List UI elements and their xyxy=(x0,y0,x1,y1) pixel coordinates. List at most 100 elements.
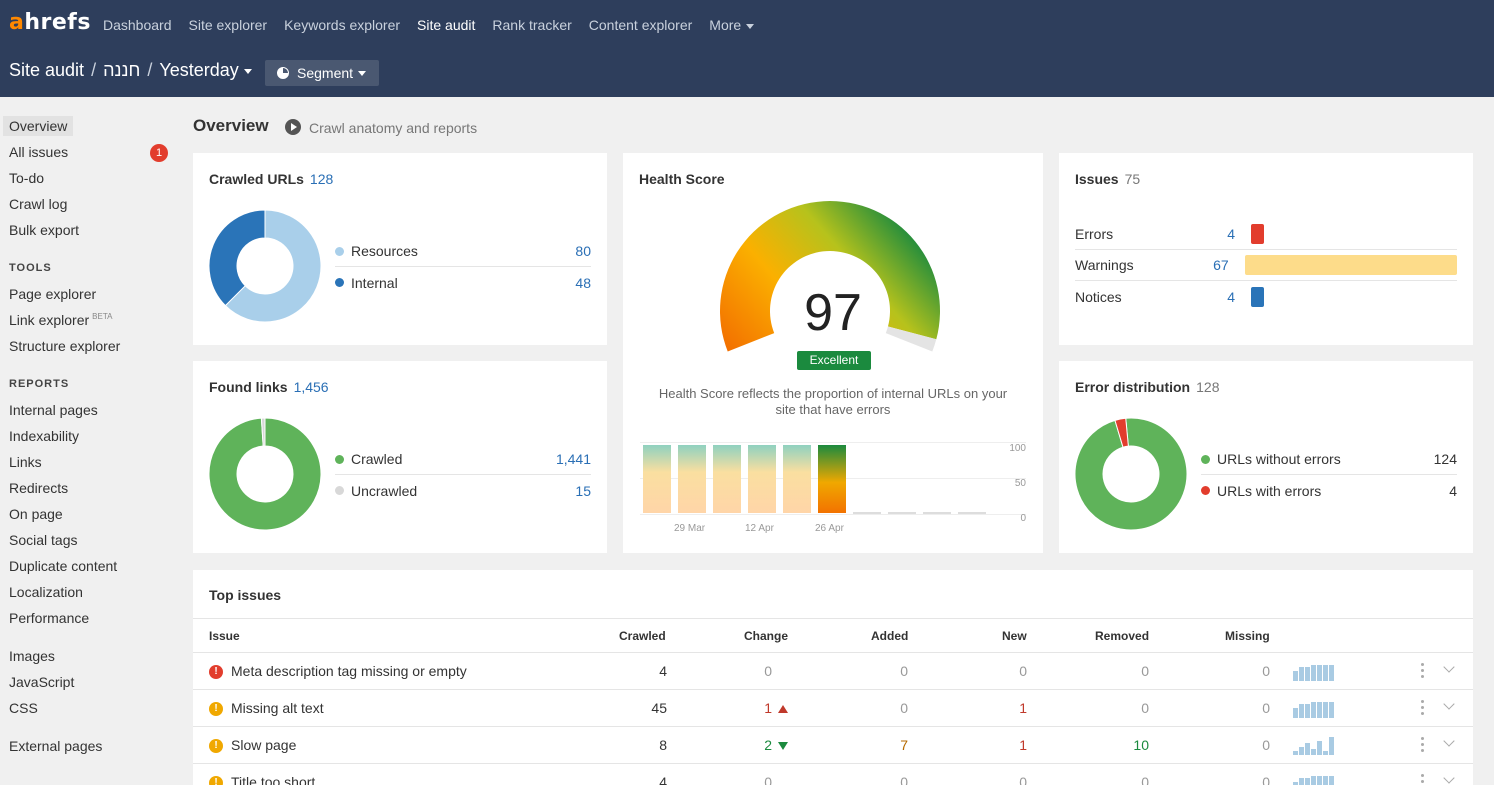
error-distribution-slice[interactable] xyxy=(1114,418,1129,448)
legend-row-urls-without-errors[interactable]: URLs without errors 124 xyxy=(1201,444,1457,475)
table-row[interactable]: ! Slow page 8 2 7 1 10 0 xyxy=(193,727,1473,764)
trend-sparkline xyxy=(1293,772,1353,785)
nav-keywords-explorer[interactable]: Keywords explorer xyxy=(284,17,401,33)
crawl-anatomy-link[interactable]: Crawl anatomy and reports xyxy=(309,120,478,136)
chevron-down-icon[interactable] xyxy=(1443,772,1455,784)
chevron-down-icon[interactable] xyxy=(1443,735,1455,747)
more-options-icon[interactable] xyxy=(1421,774,1425,785)
cell-added[interactable]: 7 xyxy=(900,737,908,753)
breadcrumb-project[interactable]: חננה xyxy=(103,60,141,80)
health-score-description: Health Score reflects the proportion of … xyxy=(658,386,1008,417)
issues-count-badge: 1 xyxy=(150,144,168,162)
column-header-new[interactable]: New xyxy=(1002,629,1027,643)
sidebar-item-images[interactable]: Images xyxy=(9,648,55,664)
nav-dashboard[interactable]: Dashboard xyxy=(103,17,172,33)
nav-more[interactable]: More xyxy=(709,17,755,33)
history-bar-current[interactable] xyxy=(818,445,846,513)
issues-row-notices[interactable]: Notices 4 xyxy=(1075,281,1457,312)
column-header-missing[interactable]: Missing xyxy=(1225,629,1270,643)
history-bar[interactable] xyxy=(783,445,811,513)
cell-missing: 0 xyxy=(1262,700,1270,716)
found-links-slice[interactable] xyxy=(209,418,321,530)
sidebar-item-social-tags[interactable]: Social tags xyxy=(9,532,78,548)
history-bar[interactable] xyxy=(748,445,776,513)
cell-new[interactable]: 1 xyxy=(1019,737,1027,753)
legend-row-resources[interactable]: Resources 80 xyxy=(335,236,591,267)
sidebar-item-on-page[interactable]: On page xyxy=(9,506,63,522)
history-bar[interactable] xyxy=(643,445,671,513)
issue-name[interactable]: Title too short xyxy=(231,774,316,785)
nav-rank-tracker[interactable]: Rank tracker xyxy=(492,17,572,33)
gauge-fill xyxy=(720,200,940,352)
cell-change[interactable]: 1 xyxy=(728,700,788,716)
crawled-urls-donut xyxy=(209,210,321,322)
table-row[interactable]: ! Meta description tag missing or empty 4 0… xyxy=(193,653,1473,690)
table-row[interactable]: ! Title too short 4 0 0 0 0 0 xyxy=(193,764,1473,785)
ahrefs-logo[interactable]: ahrefs xyxy=(9,10,91,35)
more-options-icon[interactable] xyxy=(1421,737,1425,755)
sidebar-item-crawl-log[interactable]: Crawl log xyxy=(9,196,68,212)
issues-row-warnings[interactable]: Warnings 67 xyxy=(1075,250,1457,281)
nav-site-audit[interactable]: Site audit xyxy=(417,17,476,33)
table-row[interactable]: ! Missing alt text 45 1 0 1 0 0 xyxy=(193,690,1473,727)
play-icon[interactable] xyxy=(285,119,301,135)
breadcrumb-site-audit[interactable]: Site audit xyxy=(9,60,85,80)
crawl-date-dropdown[interactable]: Yesterday xyxy=(159,60,252,80)
sidebar-item-duplicate-content[interactable]: Duplicate content xyxy=(9,558,118,574)
column-header-added[interactable]: Added xyxy=(871,629,909,643)
crawled-urls-slice[interactable] xyxy=(224,210,321,322)
more-options-icon[interactable] xyxy=(1421,663,1425,681)
issues-row-errors[interactable]: Errors 4 xyxy=(1075,219,1457,250)
sidebar-item-structure-explorer[interactable]: Structure explorer xyxy=(9,338,121,354)
legend-row-crawled[interactable]: Crawled 1,441 xyxy=(335,444,591,475)
cell-change[interactable]: 2 xyxy=(728,737,788,753)
crawled-urls-count[interactable]: 128 xyxy=(309,171,334,187)
cell-removed[interactable]: 10 xyxy=(1133,737,1149,753)
sidebar-item-page-explorer[interactable]: Page explorer xyxy=(9,286,97,302)
sidebar-item-bulk-export[interactable]: Bulk export xyxy=(9,222,80,238)
found-links-slice[interactable] xyxy=(260,418,266,447)
cell-change: 0 xyxy=(764,774,772,785)
sidebar-item-javascript[interactable]: JavaScript xyxy=(9,674,75,690)
sidebar-item-css[interactable]: CSS xyxy=(9,700,38,716)
history-bar[interactable] xyxy=(678,445,706,513)
column-header-removed[interactable]: Removed xyxy=(1095,629,1150,643)
sidebar-item-internal-pages[interactable]: Internal pages xyxy=(9,402,98,418)
column-header-issue[interactable]: Issue xyxy=(209,629,240,643)
sparkline-bar xyxy=(1293,751,1298,755)
sidebar-item-links[interactable]: Links xyxy=(9,454,42,470)
sidebar-item-localization[interactable]: Localization xyxy=(9,584,83,600)
more-options-icon[interactable] xyxy=(1421,700,1425,718)
cell-crawled[interactable]: 4 xyxy=(659,663,667,679)
found-links-count[interactable]: 1,456 xyxy=(293,379,329,395)
legend-row-internal[interactable]: Internal 48 xyxy=(335,267,591,298)
issue-name[interactable]: Missing alt text xyxy=(231,700,324,716)
sidebar-item-all-issues[interactable]: All issues xyxy=(9,144,69,160)
nav-content-explorer[interactable]: Content explorer xyxy=(588,17,693,33)
issue-name[interactable]: Slow page xyxy=(231,737,297,753)
sidebar-item-redirects[interactable]: Redirects xyxy=(9,480,69,496)
chevron-down-icon[interactable] xyxy=(1443,661,1455,673)
history-bar[interactable] xyxy=(713,445,741,513)
nav-site-explorer[interactable]: Site explorer xyxy=(188,17,268,33)
cell-crawled[interactable]: 8 xyxy=(659,737,667,753)
column-header-change[interactable]: Change xyxy=(744,629,789,643)
sidebar-item-indexability[interactable]: Indexability xyxy=(9,428,80,444)
crawled-urls-slice[interactable] xyxy=(209,210,266,307)
legend-row-urls-with-errors[interactable]: URLs with errors 4 xyxy=(1201,475,1457,506)
sidebar-item-todo[interactable]: To-do xyxy=(9,170,45,186)
error-distribution-slice[interactable] xyxy=(1075,418,1187,530)
sidebar-item-external-pages[interactable]: External pages xyxy=(9,738,103,754)
sidebar-item-overview[interactable]: Overview xyxy=(3,116,74,136)
cell-crawled[interactable]: 4 xyxy=(659,774,667,785)
sidebar-item-link-explorer[interactable]: Link explorer BETA xyxy=(9,312,113,328)
chevron-down-icon[interactable] xyxy=(1443,698,1455,710)
issue-name[interactable]: Meta description tag missing or empty xyxy=(231,663,467,679)
sparkline-bar xyxy=(1323,665,1328,681)
legend-row-uncrawled[interactable]: Uncrawled 15 xyxy=(335,475,591,506)
sidebar-item-performance[interactable]: Performance xyxy=(9,610,90,626)
cell-crawled[interactable]: 45 xyxy=(651,700,667,716)
cell-new[interactable]: 1 xyxy=(1019,700,1027,716)
column-header-crawled[interactable]: Crawled xyxy=(619,629,666,643)
segment-button[interactable]: Segment xyxy=(265,60,379,86)
